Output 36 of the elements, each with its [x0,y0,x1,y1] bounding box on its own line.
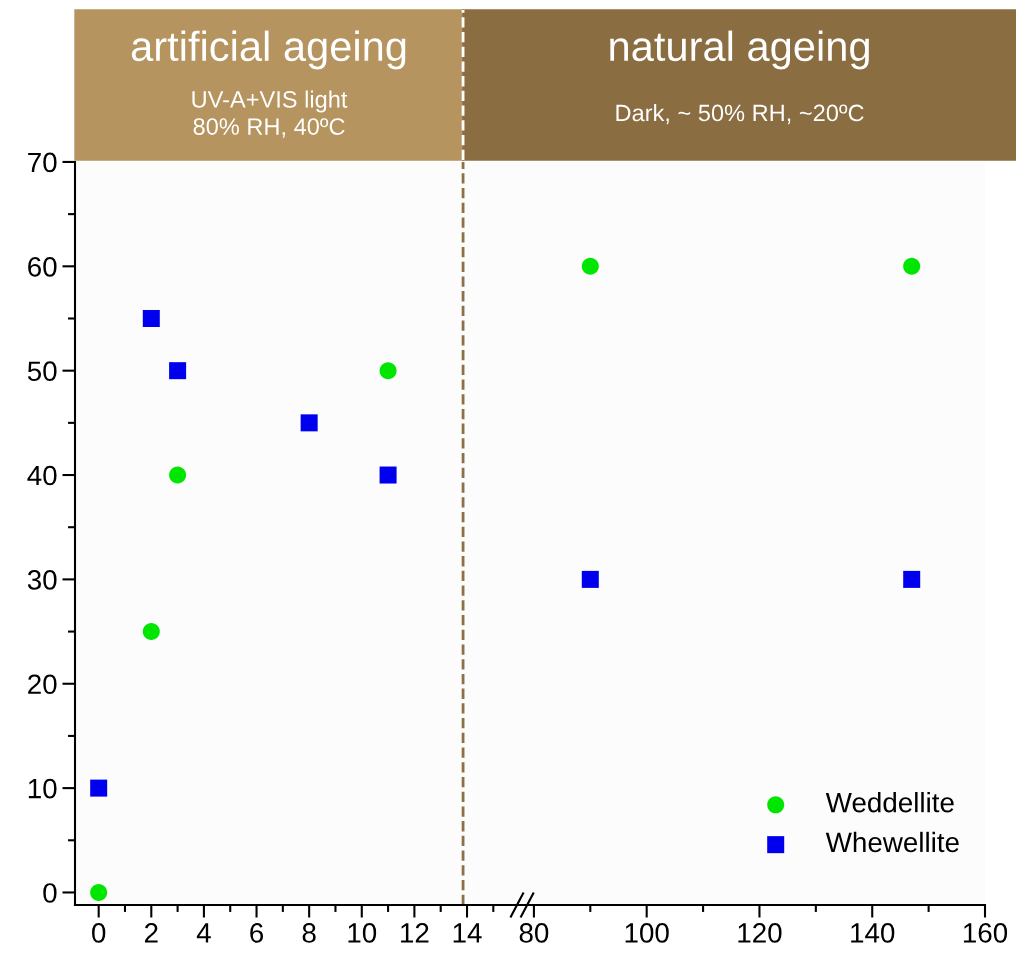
chart-title: natural ageing [610,30,869,70]
y-tick-label: 0 [43,883,57,903]
x-tick-label: 8 [302,923,316,943]
x-tick-label: 0 [92,923,106,943]
y-tick-label: 60 [28,256,57,277]
point [379,466,397,484]
point [90,779,108,797]
y-tick-label: 40 [27,465,57,486]
x-tick-label: 80 [519,923,549,943]
y-tick-label: 50 [27,361,57,382]
x-tick-label: 6 [250,923,264,943]
x-tick-label: 14 [453,923,482,943]
x-tick-label: 120 [738,923,782,943]
legend-label: Weddellite [825,792,954,813]
x-tick-label: 160 [963,923,1008,943]
point [142,309,160,327]
point [300,414,318,432]
y-tick-label: 70 [28,152,57,173]
x-tick-label: 12 [401,923,429,943]
y-tick-label: 30 [27,570,57,590]
point [90,883,108,901]
x-tick-label: 140 [851,923,895,943]
x-tick-label: 10 [348,923,377,943]
x-tick-label: 2 [144,923,158,943]
chart-title: artificial ageing [131,30,406,70]
y-tick-label: 20 [28,674,57,695]
x-tick-label: 100 [625,923,669,943]
point [142,623,160,641]
chart-subtitle: UV-A+VIS light 80% RH, 40ºC [192,90,348,138]
point [169,466,187,484]
chart-subtitle: Dark, ~ 50% RH, ~20ºC [616,104,864,125]
x-tick-label: 4 [196,923,211,943]
point [169,362,187,380]
point [379,362,397,380]
legend-label: Whewellite [825,831,959,853]
y-tick-label: 10 [28,778,57,799]
